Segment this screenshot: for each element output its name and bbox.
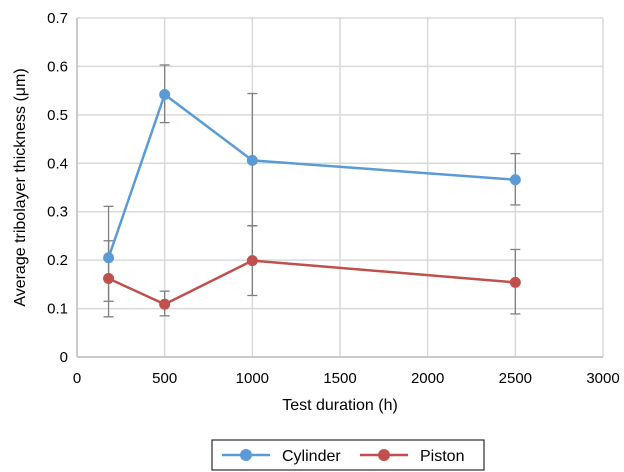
cylinder-point: [509, 174, 521, 186]
legend-cylinder-marker: [240, 449, 252, 461]
cylinder-point: [246, 154, 258, 166]
y-tick-label: 0.4: [47, 155, 68, 172]
tick-labels: 0 0.1 0.2 0.3 0.4 0.5 0.6 0.7 0 500 1000 1500 2000 25…: [47, 10, 620, 387]
piston-line: [108, 259, 516, 306]
cylinder-line: [107, 93, 516, 259]
error-bars: [103, 64, 521, 318]
axes: [76, 18, 603, 358]
y-tick-label: 0.7: [47, 10, 68, 27]
y-axis-title: Average tribolayer thickness (μm): [12, 68, 29, 306]
piston-point: [246, 255, 258, 267]
y-tick-label: 0.1: [47, 301, 68, 318]
y-tick-label: 0.5: [47, 107, 68, 124]
gridlines: [76, 17, 604, 358]
legend-piston-label: Piston: [420, 448, 464, 465]
legend-piston-marker: [378, 449, 390, 461]
cylinder-point: [159, 89, 171, 101]
x-tick-label: 2500: [499, 370, 532, 387]
piston-point: [509, 276, 521, 288]
x-tick-label: 1500: [323, 370, 356, 387]
y-tick-label: 0.2: [47, 252, 68, 269]
legend: Cylinder Piston: [211, 439, 485, 471]
y-tick-label: 0: [60, 349, 68, 366]
x-axis-title: Test duration (h): [282, 397, 398, 414]
legend-cylinder-label: Cylinder: [282, 448, 341, 465]
piston-point: [159, 298, 171, 310]
y-tick-label: 0.3: [47, 204, 68, 221]
x-tick-label: 0: [73, 370, 81, 387]
x-tick-label: 500: [152, 370, 177, 387]
x-tick-label: 2000: [411, 370, 444, 387]
cylinder-point: [103, 252, 115, 264]
piston-point: [103, 273, 115, 285]
x-tick-label: 1000: [236, 370, 269, 387]
x-tick-label: 3000: [586, 370, 619, 387]
series: [103, 89, 521, 310]
y-tick-label: 0.6: [47, 58, 68, 75]
